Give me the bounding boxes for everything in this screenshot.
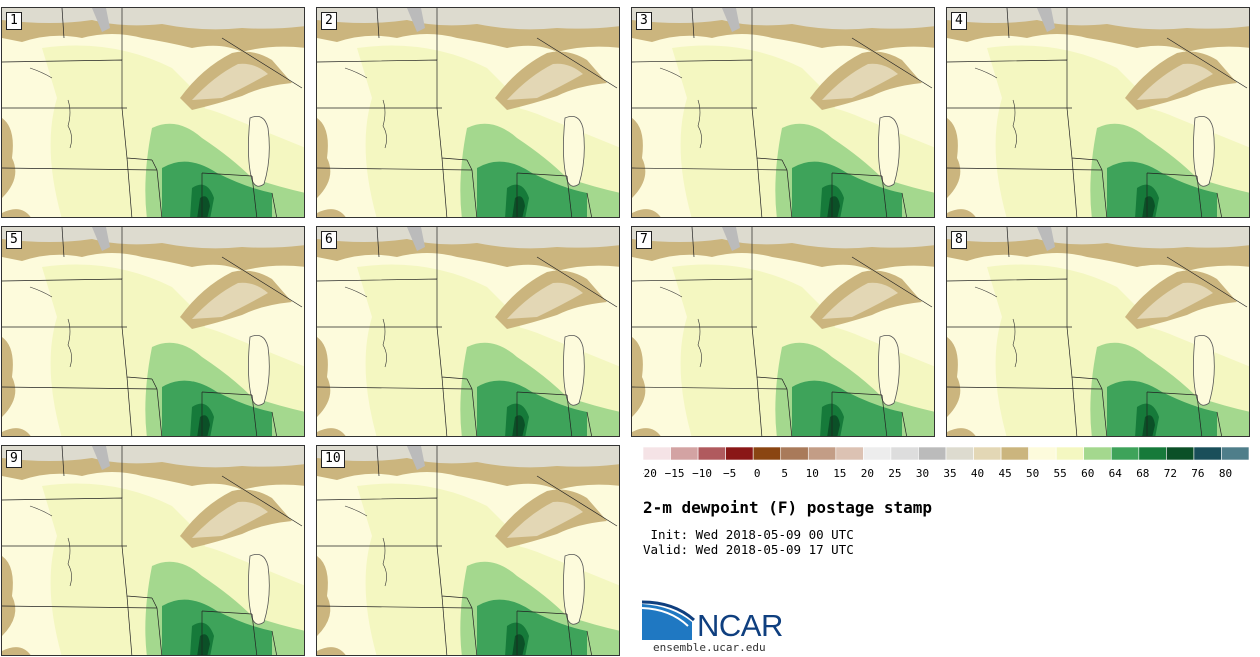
panel-number-label: 3 xyxy=(636,12,652,30)
map-panel-1: 1 xyxy=(1,7,305,218)
legend-tick-label: 10 xyxy=(806,467,819,480)
panel-number-label: 8 xyxy=(951,231,967,249)
legend-tick-label: 64 xyxy=(1109,467,1123,480)
legend-swatch xyxy=(1166,447,1195,461)
legend-swatch xyxy=(973,447,1002,461)
ncar-logo-icon xyxy=(642,600,696,640)
panel-number-label: 7 xyxy=(636,231,652,249)
legend-tick-label: 60 xyxy=(1081,467,1094,480)
panel-number-label: 5 xyxy=(6,231,22,249)
site-url: ensemble.ucar.edu xyxy=(653,641,766,654)
legend-tick-label: 5 xyxy=(781,467,788,480)
legend-tick-label: 80 xyxy=(1219,467,1232,480)
legend-swatch xyxy=(918,447,947,461)
legend-swatch xyxy=(863,447,892,461)
map-panel-3: 3 xyxy=(631,7,935,218)
legend-swatch xyxy=(1221,447,1249,461)
map-panel-6: 6 xyxy=(316,226,620,437)
legend-tick-label: 30 xyxy=(916,467,929,480)
legend-tick-label: 55 xyxy=(1054,467,1067,480)
legend-swatch xyxy=(670,447,699,461)
color-legend: −20 −15 −10 −5 0 5 10 15 20 25 30 35 40 45 50 55 60 64 68 7… xyxy=(643,447,1249,480)
legend-tick-label: 50 xyxy=(1026,467,1039,480)
dewpoint-map xyxy=(632,8,934,217)
map-panel-10: 10 xyxy=(316,445,620,656)
legend-swatch xyxy=(697,447,726,461)
map-panel-4: 4 xyxy=(946,7,1250,218)
legend-swatch xyxy=(890,447,919,461)
legend-tick-label: 76 xyxy=(1191,467,1204,480)
legend-swatch xyxy=(1138,447,1167,461)
panel-number-label: 9 xyxy=(6,450,22,468)
legend-swatch xyxy=(945,447,974,461)
legend-swatch xyxy=(643,447,671,461)
legend-swatch xyxy=(1110,447,1140,461)
legend-tick-label: 68 xyxy=(1136,467,1149,480)
map-panel-2: 2 xyxy=(316,7,620,218)
dewpoint-map xyxy=(317,227,619,436)
legend-swatch xyxy=(1083,447,1112,461)
ncar-logo-text: NCAR xyxy=(697,608,783,643)
panel-number-label: 1 xyxy=(6,12,22,30)
legend-tick-label: −10 xyxy=(692,467,712,480)
legend-tick-label: −20 xyxy=(643,467,657,480)
legend-tick-label: −15 xyxy=(665,467,685,480)
legend-tick-label: 0 xyxy=(754,467,761,480)
dewpoint-map xyxy=(632,227,934,436)
panel-number-label: 4 xyxy=(951,12,967,30)
chart-title: 2-m dewpoint (F) postage stamp xyxy=(643,498,932,517)
legend-tick-label: 35 xyxy=(943,467,956,480)
dewpoint-map xyxy=(2,8,304,217)
legend-swatch xyxy=(725,447,754,461)
legend-tick-label: 72 xyxy=(1164,467,1177,480)
map-panel-5: 5 xyxy=(1,226,305,437)
map-panel-9: 9 xyxy=(1,445,305,656)
legend-tick-label: 45 xyxy=(998,467,1011,480)
legend-swatch xyxy=(780,447,809,461)
dewpoint-map xyxy=(2,227,304,436)
legend-swatch xyxy=(752,447,782,461)
dewpoint-map xyxy=(317,8,619,217)
dewpoint-map xyxy=(2,446,304,655)
dewpoint-map xyxy=(947,227,1249,436)
map-panel-7: 7 xyxy=(631,226,935,437)
init-time: Init: Wed 2018-05-09 00 UTC xyxy=(643,527,854,542)
panel-number-label: 6 xyxy=(321,231,337,249)
dewpoint-map xyxy=(947,8,1249,217)
valid-time: Valid: Wed 2018-05-09 17 UTC xyxy=(643,542,854,557)
legend-swatch xyxy=(1028,447,1057,461)
legend-swatch xyxy=(1055,447,1085,461)
legend-swatch xyxy=(835,447,864,461)
map-panel-8: 8 xyxy=(946,226,1250,437)
legend-tick-label: 20 xyxy=(861,467,874,480)
legend-tick-label: −5 xyxy=(723,467,736,480)
panel-number-label: 10 xyxy=(321,450,345,468)
legend-swatch xyxy=(807,447,837,461)
legend-tick-label: 15 xyxy=(833,467,846,480)
legend-swatch xyxy=(1000,447,1029,461)
dewpoint-map xyxy=(317,446,619,655)
legend-tick-label: 25 xyxy=(888,467,901,480)
legend-tick-label: 40 xyxy=(971,467,984,480)
panel-number-label: 2 xyxy=(321,12,337,30)
legend-swatch xyxy=(1193,447,1222,461)
